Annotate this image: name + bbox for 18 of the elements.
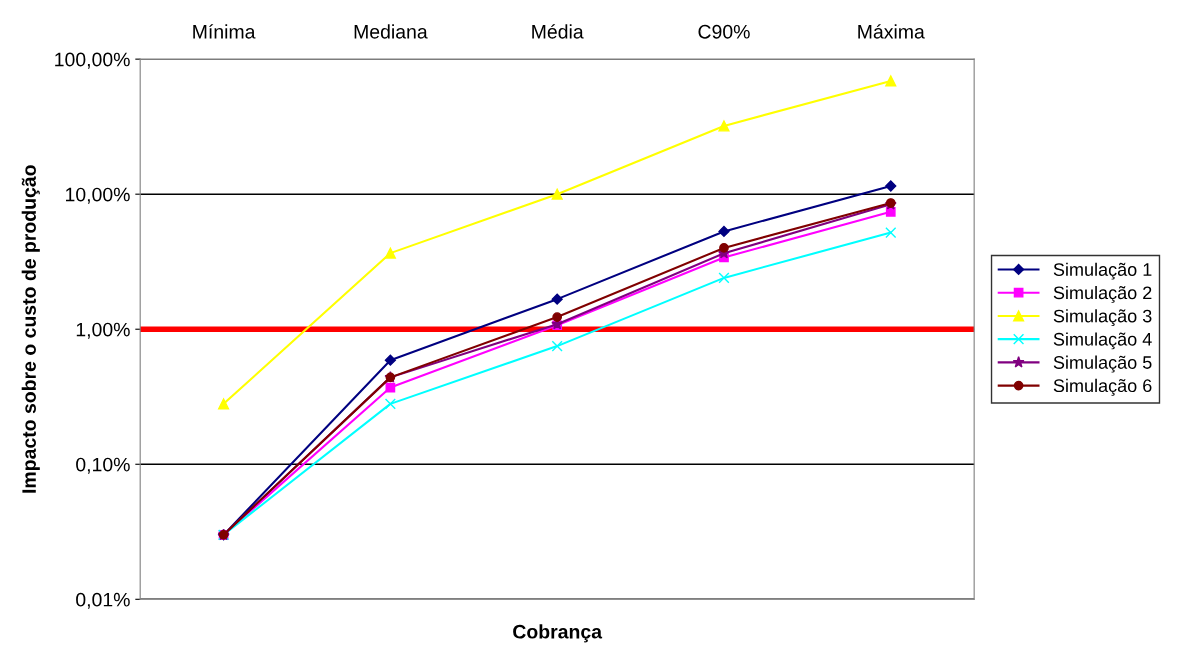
x-axis-title: Cobrança [513,624,603,643]
y-tick-label: 100,00% [55,52,130,69]
legend-label: Simulação 5 [1053,355,1152,373]
x-tick-label: Mínima [193,24,256,39]
legend-label: Simulação 3 [1053,309,1152,327]
legend-label: Simulação 1 [1053,262,1152,280]
legend-label: Simulação 6 [1053,378,1152,396]
y-axis-title: Impacto sobre o custo de produção [21,165,40,493]
x-tick-label: Máxima [858,24,925,39]
legend-label: Simulação 2 [1053,285,1152,303]
y-tick-label: 10,00% [66,187,130,204]
legend-label: Simulação 4 [1053,332,1152,350]
y-tick-label: 0,10% [76,457,130,474]
y-tick-label: 1,00% [76,322,130,339]
x-tick-label: Média [532,24,584,39]
y-tick-label: 0,01% [76,592,130,609]
x-tick-label: Mediana [354,24,428,39]
x-tick-label: C90% [698,24,750,39]
